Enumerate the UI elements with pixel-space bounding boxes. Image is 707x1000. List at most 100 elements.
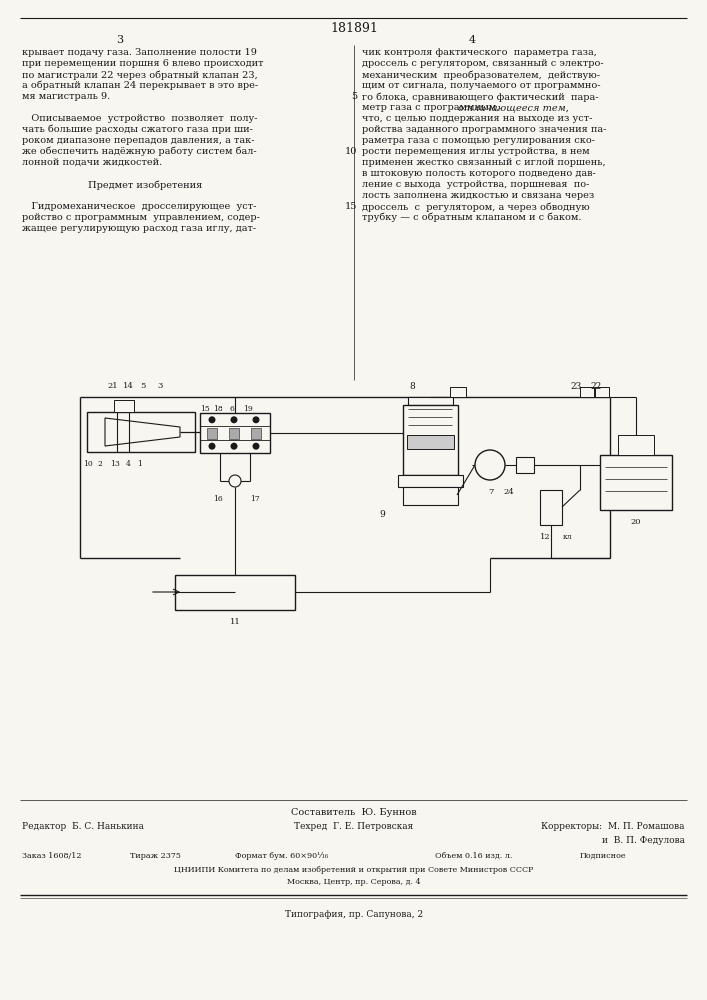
Text: раметра газа с помощью регулирования ско-: раметра газа с помощью регулирования ско…	[362, 136, 595, 145]
Text: 2: 2	[98, 460, 103, 468]
Circle shape	[209, 416, 216, 423]
Text: Объем 0.16 изд. л.: Объем 0.16 изд. л.	[435, 852, 513, 860]
Text: крывает подачу газа. Заполнение полости 19: крывает подачу газа. Заполнение полости …	[22, 48, 257, 57]
Text: 14: 14	[122, 382, 134, 390]
Circle shape	[475, 450, 505, 480]
Circle shape	[209, 443, 216, 450]
Text: в штоковую полость которого подведено дав-: в штоковую полость которого подведено да…	[362, 169, 596, 178]
Text: 8: 8	[409, 382, 415, 391]
Bar	[251, 428, 261, 439]
Text: метр газа с программным,: метр газа с программным,	[362, 103, 503, 112]
Text: же обеспечить надёжную работу систем бал-: же обеспечить надёжную работу систем бал…	[22, 147, 257, 156]
Text: 9: 9	[379, 510, 385, 519]
Text: 22: 22	[590, 382, 602, 391]
Bar	[87, 412, 195, 452]
Bar	[618, 435, 654, 455]
Text: Описываемое  устройство  позволяет  полу-: Описываемое устройство позволяет полу-	[22, 114, 257, 123]
Text: 6: 6	[230, 405, 235, 413]
Text: Составитель  Ю. Буннов: Составитель Ю. Буннов	[291, 808, 417, 817]
Bar	[229, 428, 239, 439]
Text: 10: 10	[344, 147, 357, 156]
Text: 19: 19	[243, 405, 253, 413]
Bar	[403, 487, 458, 505]
Text: ройства заданного программного значения па-: ройства заданного программного значения …	[362, 125, 607, 134]
Text: 3: 3	[158, 382, 163, 390]
Circle shape	[252, 443, 259, 450]
Text: отличающееся тем,: отличающееся тем,	[458, 103, 569, 112]
Text: Редактор  Б. С. Нанькина: Редактор Б. С. Нанькина	[22, 822, 144, 831]
Text: 18: 18	[213, 405, 223, 413]
Text: го блока, сравнивающего фактический  пара-: го блока, сравнивающего фактический пара…	[362, 92, 599, 102]
Circle shape	[230, 416, 238, 423]
Bar	[450, 387, 466, 397]
Text: 24: 24	[503, 488, 514, 496]
Text: 17: 17	[250, 495, 260, 503]
Text: 11: 11	[230, 618, 240, 626]
Text: дроссель с регулятором, связанный с электро-: дроссель с регулятором, связанный с элек…	[362, 59, 604, 68]
Bar	[200, 413, 270, 453]
Bar	[408, 397, 453, 405]
Text: жащее регулирующую расход газа иглу, дат-: жащее регулирующую расход газа иглу, дат…	[22, 224, 256, 233]
Text: чик контроля фактического  параметра газа,: чик контроля фактического параметра газа…	[362, 48, 597, 57]
Text: 20: 20	[631, 518, 641, 526]
Text: 5: 5	[351, 92, 357, 101]
Text: ЦНИИПИ Комитета по делам изобретений и открытий при Совете Министров СССР: ЦНИИПИ Комитета по делам изобретений и о…	[175, 866, 534, 874]
Text: и  В. П. Федулова: и В. П. Федулова	[602, 836, 685, 845]
Text: 1: 1	[138, 460, 142, 468]
Text: мя магистраль 9.: мя магистраль 9.	[22, 92, 110, 101]
Bar	[407, 435, 454, 449]
Circle shape	[252, 416, 259, 423]
Text: Гидромеханическое  дросселирующее  уст-: Гидромеханическое дросселирующее уст-	[22, 202, 257, 211]
Text: дроссель  с  регулятором, а через обводную: дроссель с регулятором, а через обводную	[362, 202, 590, 212]
Text: 15: 15	[344, 202, 357, 211]
Text: Формат бум. 60×90¹⁄₁₆: Формат бум. 60×90¹⁄₁₆	[235, 852, 328, 860]
Text: Заказ 1608/12: Заказ 1608/12	[22, 852, 81, 860]
Text: что, с целью поддержания на выходе из уст-: что, с целью поддержания на выходе из ус…	[362, 114, 592, 123]
Text: 3: 3	[117, 35, 124, 45]
Text: механическим  преобразователем,  действую-: механическим преобразователем, действую-	[362, 70, 600, 80]
Text: 7: 7	[488, 488, 493, 496]
Text: а обратный клапан 24 перекрывает в это вре-: а обратный клапан 24 перекрывает в это в…	[22, 81, 258, 91]
Text: 4: 4	[126, 460, 130, 468]
Bar	[398, 475, 463, 487]
Bar	[175, 575, 295, 610]
Text: 12: 12	[540, 533, 551, 541]
Bar	[516, 457, 534, 473]
Text: 4: 4	[469, 35, 476, 45]
Bar	[540, 490, 562, 525]
Text: 13: 13	[110, 460, 120, 468]
Text: Москва, Центр, пр. Серова, д. 4: Москва, Центр, пр. Серова, д. 4	[287, 878, 421, 886]
Text: по магистрали 22 через обратный клапан 23,: по магистрали 22 через обратный клапан 2…	[22, 70, 258, 80]
Text: лость заполнена жидкостью и связана через: лость заполнена жидкостью и связана чере…	[362, 191, 595, 200]
Text: Техред  Г. Е. Петровская: Техред Г. Е. Петровская	[294, 822, 414, 831]
Text: 15: 15	[200, 405, 210, 413]
Text: 181891: 181891	[330, 22, 378, 35]
Text: ление с выхода  устройства, поршневая  по-: ление с выхода устройства, поршневая по-	[362, 180, 590, 189]
Circle shape	[230, 443, 238, 450]
Text: Типография, пр. Сапунова, 2: Типография, пр. Сапунова, 2	[285, 910, 423, 919]
Text: лонной подачи жидкостей.: лонной подачи жидкостей.	[22, 158, 162, 167]
Text: 5: 5	[140, 382, 146, 390]
Text: 21: 21	[107, 382, 118, 390]
Text: роком диапазоне перепадов давления, а так-: роком диапазоне перепадов давления, а та…	[22, 136, 255, 145]
Text: 10: 10	[83, 460, 93, 468]
Text: применен жестко связанный с иглой поршень,: применен жестко связанный с иглой поршен…	[362, 158, 606, 167]
Text: трубку — с обратным клапаном и с баком.: трубку — с обратным клапаном и с баком.	[362, 213, 581, 223]
Bar	[600, 455, 672, 510]
Text: 23: 23	[571, 382, 582, 391]
Polygon shape	[105, 418, 180, 446]
Bar	[114, 400, 134, 412]
Text: кл: кл	[563, 533, 573, 541]
Text: чать большие расходы сжатого газа при ши-: чать большие расходы сжатого газа при ши…	[22, 125, 253, 134]
Bar	[207, 428, 217, 439]
Text: Тираж 2375: Тираж 2375	[130, 852, 181, 860]
Text: при перемещении поршня 6 влево происходит: при перемещении поршня 6 влево происходи…	[22, 59, 264, 68]
Text: Подписное: Подписное	[580, 852, 626, 860]
Text: Корректоры:  М. П. Ромашова: Корректоры: М. П. Ромашова	[542, 822, 685, 831]
Bar	[580, 387, 594, 397]
Text: 16: 16	[213, 495, 223, 503]
Text: ройство с программным  управлением, содер-: ройство с программным управлением, содер…	[22, 213, 260, 222]
Bar	[403, 405, 458, 475]
Text: щим от сигнала, получаемого от программно-: щим от сигнала, получаемого от программн…	[362, 81, 600, 90]
Circle shape	[229, 475, 241, 487]
